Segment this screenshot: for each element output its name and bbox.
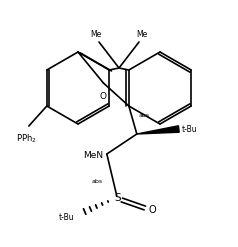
Polygon shape <box>137 126 179 134</box>
Text: Me: Me <box>90 30 102 39</box>
Text: t-Bu: t-Bu <box>59 212 75 222</box>
Text: abs: abs <box>91 179 102 184</box>
Text: S: S <box>114 193 121 203</box>
Text: abs: abs <box>139 113 150 118</box>
Text: PPh$_2$: PPh$_2$ <box>16 132 37 144</box>
Text: t-Bu: t-Bu <box>182 124 198 133</box>
Text: O: O <box>100 92 107 101</box>
Text: MeN: MeN <box>83 150 103 160</box>
Text: Me: Me <box>136 30 148 39</box>
Text: O: O <box>149 205 156 215</box>
